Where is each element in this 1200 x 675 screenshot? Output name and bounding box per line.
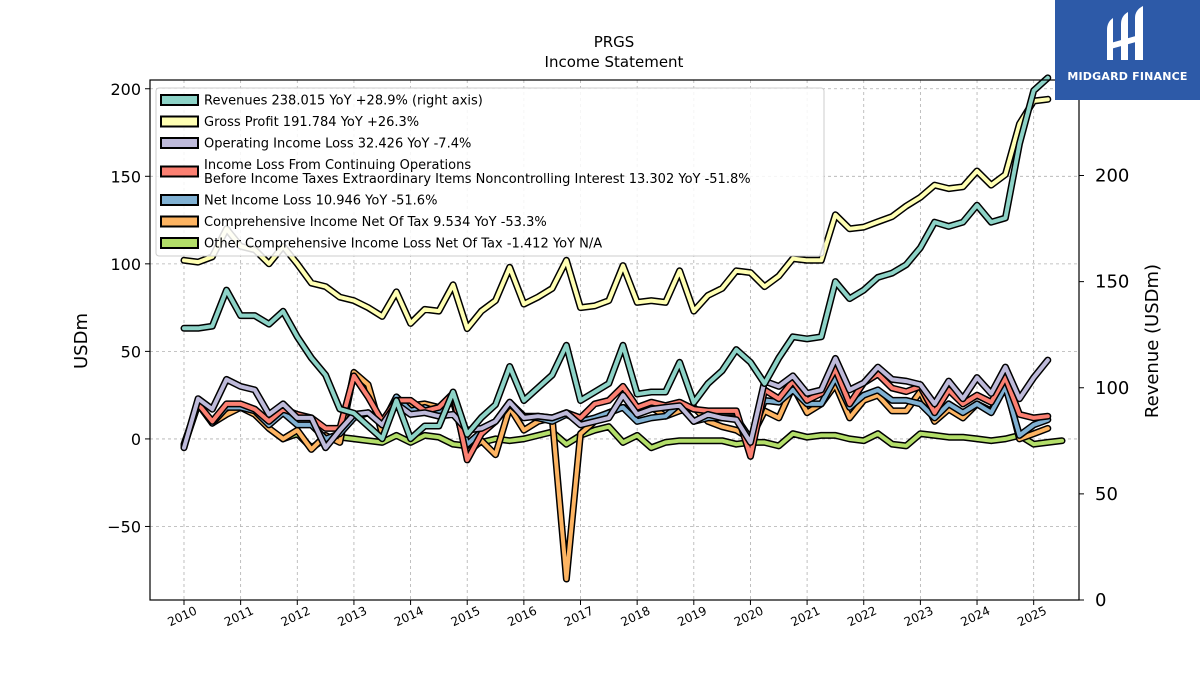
series-line <box>279 423 1066 452</box>
legend-swatch <box>160 215 199 228</box>
y-tick-label-left: 200 <box>110 80 141 99</box>
x-tick-label: 2010 <box>165 604 199 630</box>
legend-swatch <box>160 115 199 128</box>
legend-box <box>155 87 825 257</box>
series-line-stroke <box>182 97 1050 331</box>
y-tick-label-right: 100 <box>1095 378 1129 399</box>
legend: Revenues 238.015 YoY +28.9% (right axis)… <box>155 87 825 257</box>
legend-label: Income Loss From Continuing Operations <box>204 158 471 173</box>
series-line-stroke <box>182 75 1050 441</box>
y-tick-label-left: −50 <box>107 517 141 536</box>
legend-label: Gross Profit 191.784 YoY +26.3% <box>204 115 419 130</box>
series-line-stroke <box>182 356 1050 450</box>
y-axis-label-right: Revenue (USDm) <box>1142 264 1163 418</box>
y-tick-label-left: 0 <box>131 430 141 449</box>
brand-name: MIDGARD FINANCE <box>1067 70 1188 83</box>
x-tick-label: 2022 <box>845 604 879 630</box>
legend-swatch <box>160 94 199 106</box>
y-tick-label-right: 0 <box>1095 590 1106 611</box>
y-tick-label-left: 50 <box>121 342 141 361</box>
x-tick-label: 2014 <box>392 604 426 630</box>
series-line <box>180 365 1052 464</box>
series-line <box>180 74 1052 443</box>
x-tick-label: 2021 <box>789 604 823 630</box>
legend-swatch <box>160 194 199 206</box>
plot-frame <box>149 79 1080 601</box>
y-tick-label-right: 200 <box>1095 166 1129 187</box>
legend-label: Revenues 238.015 YoY +28.9% (right axis) <box>204 94 483 109</box>
legend-label: Other Comprehensive Income Loss Net Of T… <box>204 237 602 252</box>
chart-title: PRGS <box>594 33 635 51</box>
chart-subtitle: Income Statement <box>545 53 684 71</box>
legend-swatch <box>160 237 199 249</box>
x-tick-label: 2019 <box>675 604 709 630</box>
x-tick-label: 2020 <box>732 604 766 630</box>
x-tick-label: 2025 <box>1015 604 1049 630</box>
tick-layer: 2010 2011 2012 2013 2014 2015 2016 2017 2018 2019… <box>107 80 1129 629</box>
x-tick-label: 2023 <box>902 604 936 630</box>
x-tick-label: 2011 <box>222 604 256 630</box>
y-tick-label-right: 50 <box>1095 484 1118 505</box>
legend-label: Operating Income Loss 32.426 YoY -7.4% <box>204 137 471 152</box>
y-tick-label-left: 100 <box>110 255 141 274</box>
x-tick-label: 2013 <box>335 604 369 630</box>
legend-label: Before Income Taxes Extraordinary Items … <box>204 172 751 187</box>
y-axis-label-left: USDm <box>71 313 92 369</box>
x-tick-label: 2017 <box>562 604 596 630</box>
series-line-stroke <box>182 366 1050 462</box>
y-tick-label-left: 150 <box>110 167 141 186</box>
series-line <box>180 354 1052 452</box>
legend-label: Net Income Loss 10.946 YoY -51.6% <box>204 194 437 209</box>
x-tick-label: 2015 <box>449 604 483 630</box>
x-tick-label: 2024 <box>959 604 993 630</box>
legend-swatch <box>160 137 199 149</box>
brand-logo: MIDGARD FINANCE <box>1055 0 1200 100</box>
legend-swatch <box>160 165 199 178</box>
x-tick-label: 2016 <box>505 604 539 630</box>
x-tick-label: 2012 <box>279 604 313 630</box>
legend-label: Comprehensive Income Net Of Tax 9.534 Yo… <box>204 215 547 230</box>
brand-logo-mark <box>1107 6 1143 60</box>
y-tick-label-right: 150 <box>1095 272 1129 293</box>
series-line <box>180 95 1052 333</box>
x-tick-label: 2018 <box>619 604 653 630</box>
series-layer <box>180 74 1066 583</box>
